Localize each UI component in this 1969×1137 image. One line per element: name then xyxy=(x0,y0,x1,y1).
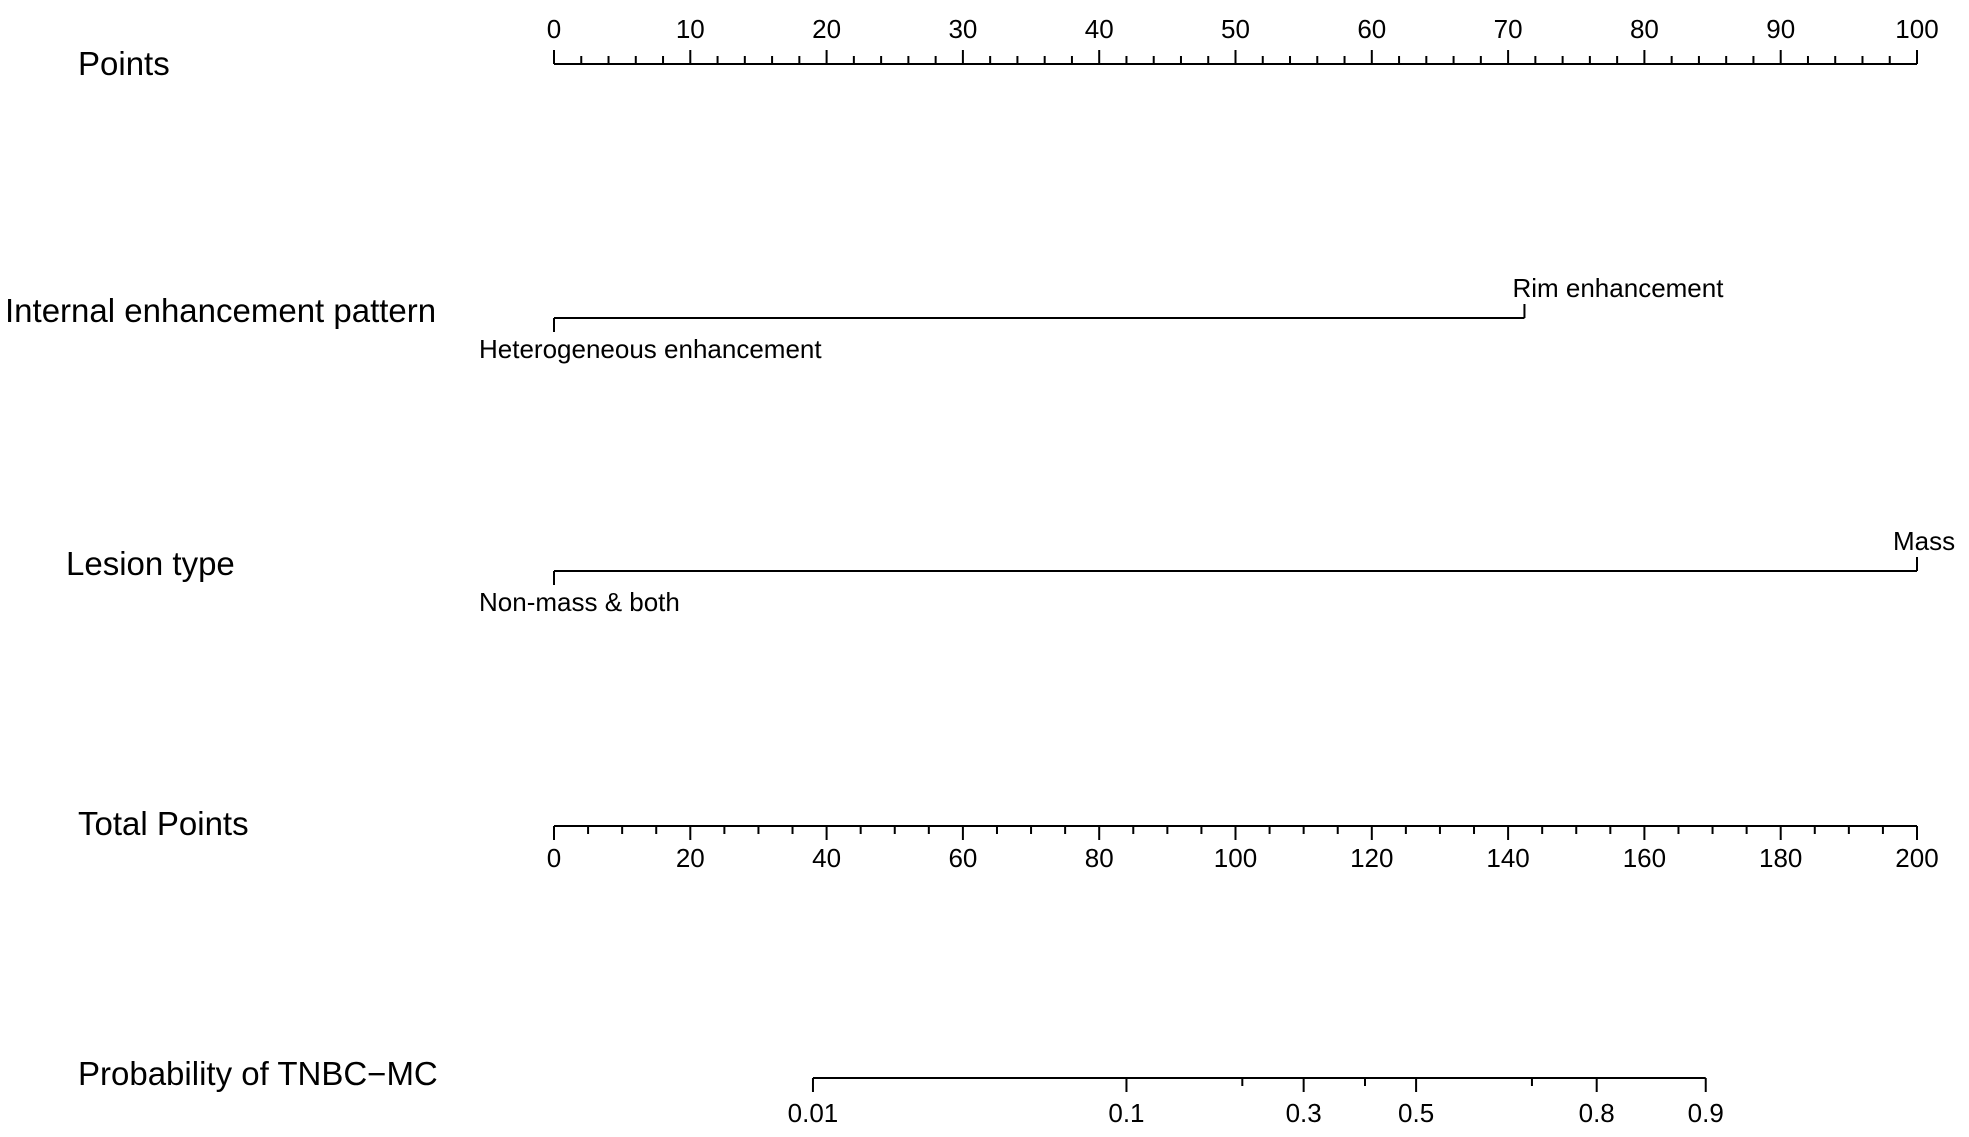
internal-enhancement-row-label: Internal enhancement pattern xyxy=(5,292,436,329)
total-points-tick-label: 20 xyxy=(676,843,705,873)
points-tick-label: 100 xyxy=(1895,14,1938,44)
probability-tick-label: 0.8 xyxy=(1579,1098,1615,1128)
points-row: Points 0 10 20 30 40 50 60 70 80 90 100 xyxy=(78,14,1939,82)
lesion-type-scale: Non-mass & both Mass xyxy=(479,526,1955,617)
points-tick-label: 10 xyxy=(676,14,705,44)
internal-enhancement-category-label: Rim enhancement xyxy=(1512,273,1724,303)
total-points-tick-label: 100 xyxy=(1214,843,1257,873)
points-tick-label: 90 xyxy=(1766,14,1795,44)
total-points-tick-label: 0 xyxy=(547,843,561,873)
total-points-row: Total Points 0 20 40 60 80 100 120 140 160 180 200 xyxy=(78,805,1939,873)
internal-enhancement-row: Internal enhancement pattern Heterogeneo… xyxy=(5,273,1724,364)
lesion-type-category-label: Non-mass & both xyxy=(479,587,680,617)
internal-enhancement-scale: Heterogeneous enhancement Rim enhancement xyxy=(479,273,1724,364)
internal-enhancement-category-label: Heterogeneous enhancement xyxy=(479,334,822,364)
points-tick-label: 30 xyxy=(948,14,977,44)
total-points-tick-label: 140 xyxy=(1486,843,1529,873)
total-points-tick-label: 160 xyxy=(1623,843,1666,873)
points-tick-label: 40 xyxy=(1085,14,1114,44)
points-tick-label: 0 xyxy=(547,14,561,44)
points-tick-label: 80 xyxy=(1630,14,1659,44)
total-points-axis: 0 20 40 60 80 100 120 140 160 180 200 xyxy=(547,825,1939,873)
lesion-type-row-label: Lesion type xyxy=(66,545,235,582)
points-tick-label: 60 xyxy=(1357,14,1386,44)
points-row-label: Points xyxy=(78,45,170,82)
total-points-tick-label: 120 xyxy=(1350,843,1393,873)
probability-row: Probability of TNBC−MC 0.01 0.1 0.3 0.5 0.8 0… xyxy=(78,1055,1724,1128)
lesion-type-category-label: Mass xyxy=(1893,526,1955,556)
total-points-tick-label: 180 xyxy=(1759,843,1802,873)
total-points-tick-label: 60 xyxy=(948,843,977,873)
probability-tick-label: 0.9 xyxy=(1688,1098,1724,1128)
probability-row-label: Probability of TNBC−MC xyxy=(78,1055,438,1092)
lesion-type-row: Lesion type Non-mass & both Mass xyxy=(66,526,1955,617)
points-tick-label: 70 xyxy=(1494,14,1523,44)
points-axis: 0 10 20 30 40 50 60 70 80 90 100 xyxy=(547,14,1939,65)
total-points-tick-label: 40 xyxy=(812,843,841,873)
points-tick-label: 50 xyxy=(1221,14,1250,44)
points-tick-label: 20 xyxy=(812,14,841,44)
total-points-tick-label: 80 xyxy=(1085,843,1114,873)
probability-axis: 0.01 0.1 0.3 0.5 0.8 0.9 xyxy=(788,1077,1724,1128)
probability-tick-label: 0.1 xyxy=(1108,1098,1144,1128)
probability-tick-label: 0.01 xyxy=(788,1098,839,1128)
total-points-tick-label: 200 xyxy=(1895,843,1938,873)
probability-tick-label: 0.3 xyxy=(1286,1098,1322,1128)
probability-tick-label: 0.5 xyxy=(1398,1098,1434,1128)
total-points-row-label: Total Points xyxy=(78,805,249,842)
